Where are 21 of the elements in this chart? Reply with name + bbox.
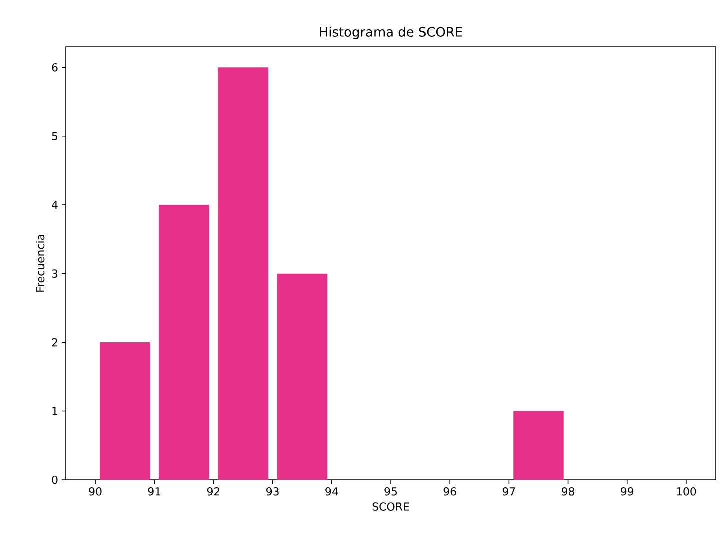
chart-title: Histograma de SCORE: [320, 26, 462, 40]
x-tick-label: 99: [621, 488, 634, 496]
y-tick-label: 2: [52, 338, 58, 347]
x-tick-label: 93: [266, 488, 279, 496]
x-tick-label: 96: [444, 488, 456, 496]
y-tick-label: 1: [52, 407, 58, 416]
y-axis-title: Frecuencia: [36, 235, 45, 292]
y-tick-label: 3: [52, 270, 58, 278]
y-tick-label: 4: [52, 201, 58, 210]
y-tick-label: 5: [52, 132, 58, 140]
x-tick-label: 97: [502, 488, 516, 496]
x-tick-label: 94: [326, 488, 338, 496]
x-tick-label: 98: [562, 488, 574, 496]
x-tick-label: 92: [207, 488, 220, 496]
x-tick-label: 90: [89, 488, 102, 496]
x-tick-label: 100: [677, 488, 696, 496]
y-tick-label: 0: [52, 476, 58, 484]
y-tick-label: 6: [52, 63, 58, 72]
x-tick-label: 95: [384, 488, 398, 496]
x-axis-title: SCORE: [372, 502, 410, 511]
x-tick-label: 91: [148, 488, 161, 496]
